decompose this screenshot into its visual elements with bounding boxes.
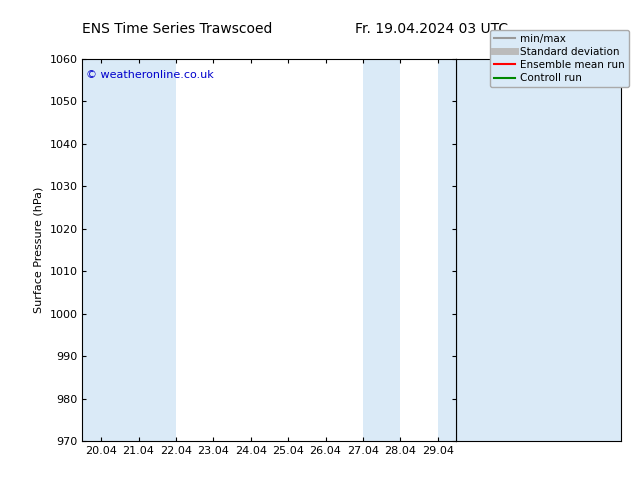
Bar: [437, 59, 456, 441]
Text: © weatheronline.co.uk: © weatheronline.co.uk: [86, 70, 214, 80]
Bar: [82, 59, 176, 441]
Y-axis label: Surface Pressure (hPa): Surface Pressure (hPa): [34, 187, 44, 313]
Text: Fr. 19.04.2024 03 UTC: Fr. 19.04.2024 03 UTC: [354, 22, 508, 36]
Text: ENS Time Series Trawscoed: ENS Time Series Trawscoed: [82, 22, 273, 36]
Legend: min/max, Standard deviation, Ensemble mean run, Controll run: min/max, Standard deviation, Ensemble me…: [489, 30, 629, 87]
Bar: [363, 59, 401, 441]
